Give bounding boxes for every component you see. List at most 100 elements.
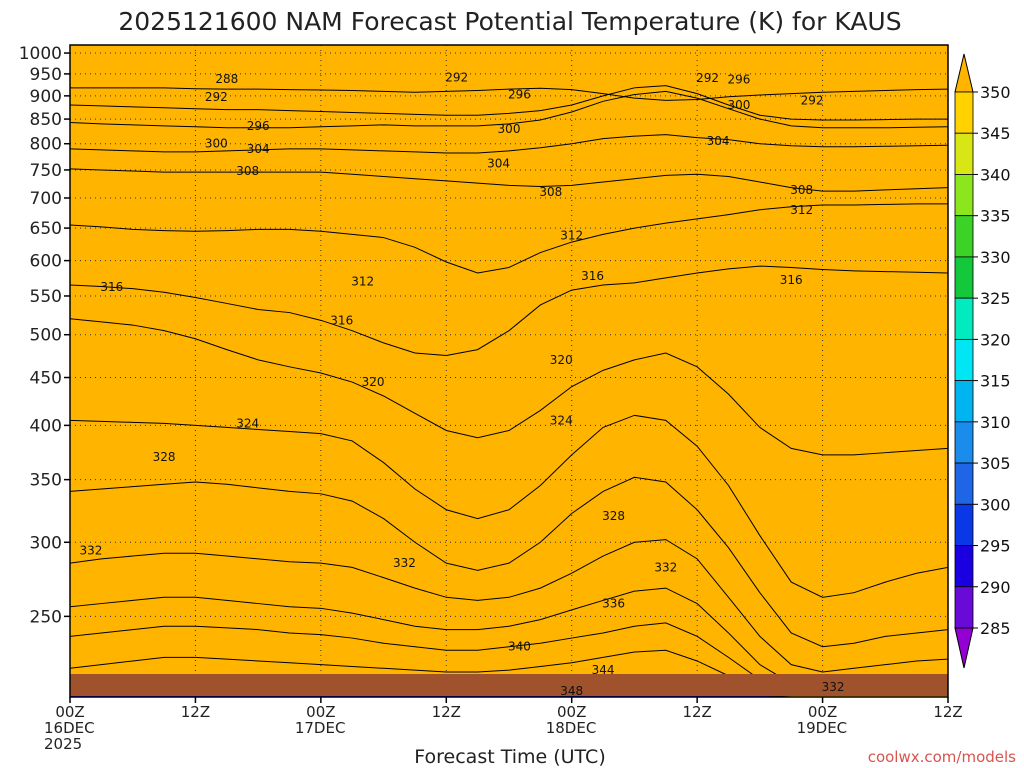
contour-label: 304 — [707, 134, 730, 148]
contour-label: 292 — [445, 70, 468, 84]
y-tick-label: 500 — [30, 326, 62, 346]
contour-label: 316 — [581, 269, 604, 283]
x-tick-label: 00Z — [808, 703, 837, 721]
contour-label: 296 — [508, 88, 531, 102]
x-tick-label: 16DEC — [44, 719, 95, 737]
y-tick-label: 400 — [30, 416, 62, 436]
colorbar-label: 300 — [980, 495, 1011, 514]
colorbar-label: 325 — [980, 289, 1011, 308]
colorbar-label: 290 — [980, 578, 1011, 597]
colorbar-segment — [954, 215, 974, 258]
contour-label: 288 — [215, 72, 238, 86]
contour-label: 316 — [780, 273, 803, 287]
x-tick-label: 00Z — [557, 703, 586, 721]
x-tick-label: 17DEC — [295, 719, 346, 737]
contour-label: 340 — [508, 640, 531, 654]
colorbar-segment — [954, 174, 974, 217]
contour-label: 332 — [79, 543, 102, 557]
colorbar-segment — [954, 462, 974, 505]
y-axis-ticks: 250 300 350 400 450 500 550 600 650 700 750 800 850 9… — [19, 44, 70, 627]
colorbar-segment — [954, 132, 974, 175]
contour-line-332 — [70, 539, 948, 673]
contour-label: 292 — [696, 71, 719, 85]
colorbar-segment — [954, 91, 974, 134]
colorbar-label: 340 — [980, 165, 1011, 184]
x-tick-label: 12Z — [933, 703, 962, 721]
x-axis-label: Forecast Time (UTC) — [414, 746, 605, 768]
y-tick-label: 450 — [30, 369, 62, 389]
contour-label: 344 — [592, 663, 615, 677]
chart-title: 2025121600 NAM Forecast Potential Temper… — [118, 7, 901, 36]
y-tick-label: 650 — [30, 219, 62, 239]
contour-label: 292 — [205, 90, 228, 104]
contour-label: 320 — [550, 353, 573, 367]
theta-color-bands — [70, 45, 948, 697]
x-tick-label: 12Z — [432, 703, 461, 721]
contour-label: 312 — [560, 229, 583, 243]
contour-labels: 348 344 340 336 332 332 332 332 328 328 324 324 320 3… — [79, 70, 844, 698]
y-tick-label: 850 — [30, 110, 62, 130]
contour-line-312 — [70, 203, 948, 274]
contour-label: 292 — [801, 93, 824, 107]
contour-line-328 — [70, 476, 948, 648]
contour-label: 332 — [393, 556, 416, 570]
contour-line-304 — [70, 134, 948, 154]
colorbar-label: 315 — [980, 372, 1011, 391]
contour-label: 328 — [602, 509, 625, 523]
contour-label: 328 — [153, 450, 176, 464]
y-tick-label: 800 — [30, 135, 62, 155]
colorbar-label: 285 — [980, 619, 1011, 638]
colorbar-label: 320 — [980, 330, 1011, 349]
y-tick-label: 350 — [30, 471, 62, 491]
x-tick-label: 2025 — [44, 735, 82, 753]
contour-label: 300 — [205, 137, 228, 151]
x-tick-label: 19DEC — [797, 719, 848, 737]
contour-line-296 — [70, 85, 948, 121]
y-tick-label: 950 — [30, 65, 62, 85]
colorbar-segment — [954, 586, 974, 629]
contour-line-316 — [70, 265, 948, 357]
contour-label: 300 — [727, 98, 750, 112]
x-tick-label: 00Z — [55, 703, 84, 721]
colorbar-segment — [954, 338, 974, 382]
contour-line-320 — [70, 318, 948, 456]
contour-label: 308 — [539, 185, 562, 199]
contour-line-324 — [70, 414, 948, 598]
contour-label: 296 — [727, 72, 750, 86]
contour-label: 348 — [560, 684, 583, 698]
colorbar: 350 345 340 335 330 325 320 315 310 305 300 295 290 2… — [954, 53, 1011, 669]
colorbar-label: 295 — [980, 537, 1011, 556]
colorbar-bottom-arrow — [954, 627, 974, 669]
colorbar-segment — [954, 256, 974, 299]
y-tick-label: 550 — [30, 287, 62, 307]
contour-label: 324 — [236, 416, 259, 430]
x-tick-label: 12Z — [181, 703, 210, 721]
contour-label: 324 — [550, 413, 573, 427]
contour-label: 332 — [654, 560, 677, 574]
colorbar-label: 350 — [980, 83, 1011, 102]
x-tick-label: 12Z — [682, 703, 711, 721]
y-tick-label: 900 — [30, 87, 62, 107]
contour-label: 332 — [822, 680, 845, 694]
ground-surface — [70, 674, 948, 696]
colorbar-label: 305 — [980, 454, 1011, 473]
colorbar-label: 330 — [980, 248, 1011, 267]
credit-text: coolwx.com/models — [868, 748, 1016, 766]
colorbar-label: 335 — [980, 207, 1011, 226]
y-tick-label: 1000 — [19, 44, 62, 64]
x-tick-label: 00Z — [306, 703, 335, 721]
contour-label: 312 — [351, 274, 374, 288]
contour-label: 336 — [602, 597, 625, 611]
contour-label: 316 — [100, 280, 123, 294]
x-tick-label: 18DEC — [546, 719, 597, 737]
colorbar-segment — [954, 297, 974, 340]
contour-label: 296 — [247, 119, 270, 133]
contour-label: 316 — [330, 313, 353, 327]
colorbar-label: 345 — [980, 124, 1011, 143]
y-tick-label: 750 — [30, 161, 62, 181]
contour-label: 304 — [247, 142, 270, 156]
colorbar-segment — [954, 503, 974, 546]
contour-label: 308 — [790, 183, 813, 197]
colorbar-label: 310 — [980, 413, 1011, 432]
